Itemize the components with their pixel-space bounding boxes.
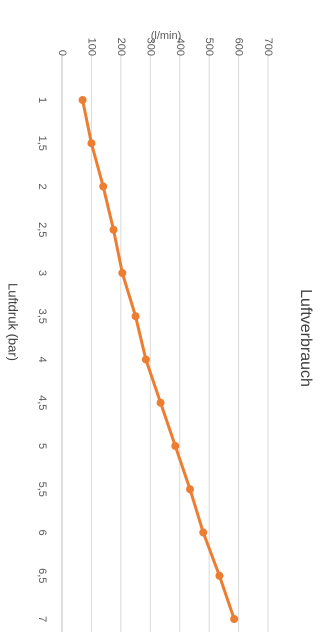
x-tick-label: 2 <box>36 183 48 189</box>
y-tick-label: 100 <box>86 38 98 56</box>
data-point <box>109 225 118 234</box>
x-tick-label: 3,5 <box>36 309 48 324</box>
x-tick-label: 1,5 <box>36 136 48 151</box>
x-tick-label: 6 <box>36 529 48 535</box>
x-tick-label: 5 <box>36 443 48 449</box>
data-point <box>215 571 224 580</box>
x-tick-label: 3 <box>36 270 48 276</box>
x-tick-label: 7 <box>36 616 48 622</box>
data-point <box>199 528 208 537</box>
x-tick-label: 5,5 <box>36 482 48 497</box>
data-point <box>87 139 96 148</box>
y-axis-label: (l/min) <box>151 30 182 42</box>
series-layer <box>78 96 239 623</box>
x-axis-label: Luftdruk (bar) <box>6 283 21 361</box>
data-point <box>131 312 140 321</box>
y-tick-label: 500 <box>203 38 215 56</box>
data-point <box>78 96 87 104</box>
data-point <box>118 269 127 277</box>
data-point <box>230 615 239 623</box>
x-tick-label: 6,5 <box>36 568 48 583</box>
y-tick-label: 300 <box>144 38 156 56</box>
y-tick-label: 200 <box>115 38 127 56</box>
x-tick-label: 2,5 <box>36 222 48 237</box>
series-line <box>81 98 236 621</box>
x-tick-layer: 1 1,5 2 2,5 3 3,5 4 4,5 5 5,5 6 6,5 7 <box>36 97 48 622</box>
data-point <box>171 442 180 450</box>
y-tick-layer: 0 100 200 300 400 500 600 700 <box>56 38 274 56</box>
chart-title: Luftverbrauch <box>297 289 314 387</box>
data-point <box>156 398 165 407</box>
data-point <box>141 355 150 364</box>
y-tick-label: 600 <box>233 38 245 56</box>
y-tick-label: 400 <box>174 38 186 56</box>
x-tick-label: 4 <box>36 356 48 362</box>
data-point <box>186 485 195 494</box>
data-point <box>99 182 108 191</box>
x-tick-label: 1 <box>36 97 48 103</box>
x-tick-label: 4,5 <box>36 395 48 410</box>
y-tick-label: 0 <box>56 50 68 56</box>
grid-layer <box>61 56 269 632</box>
y-tick-label: 700 <box>262 38 274 56</box>
